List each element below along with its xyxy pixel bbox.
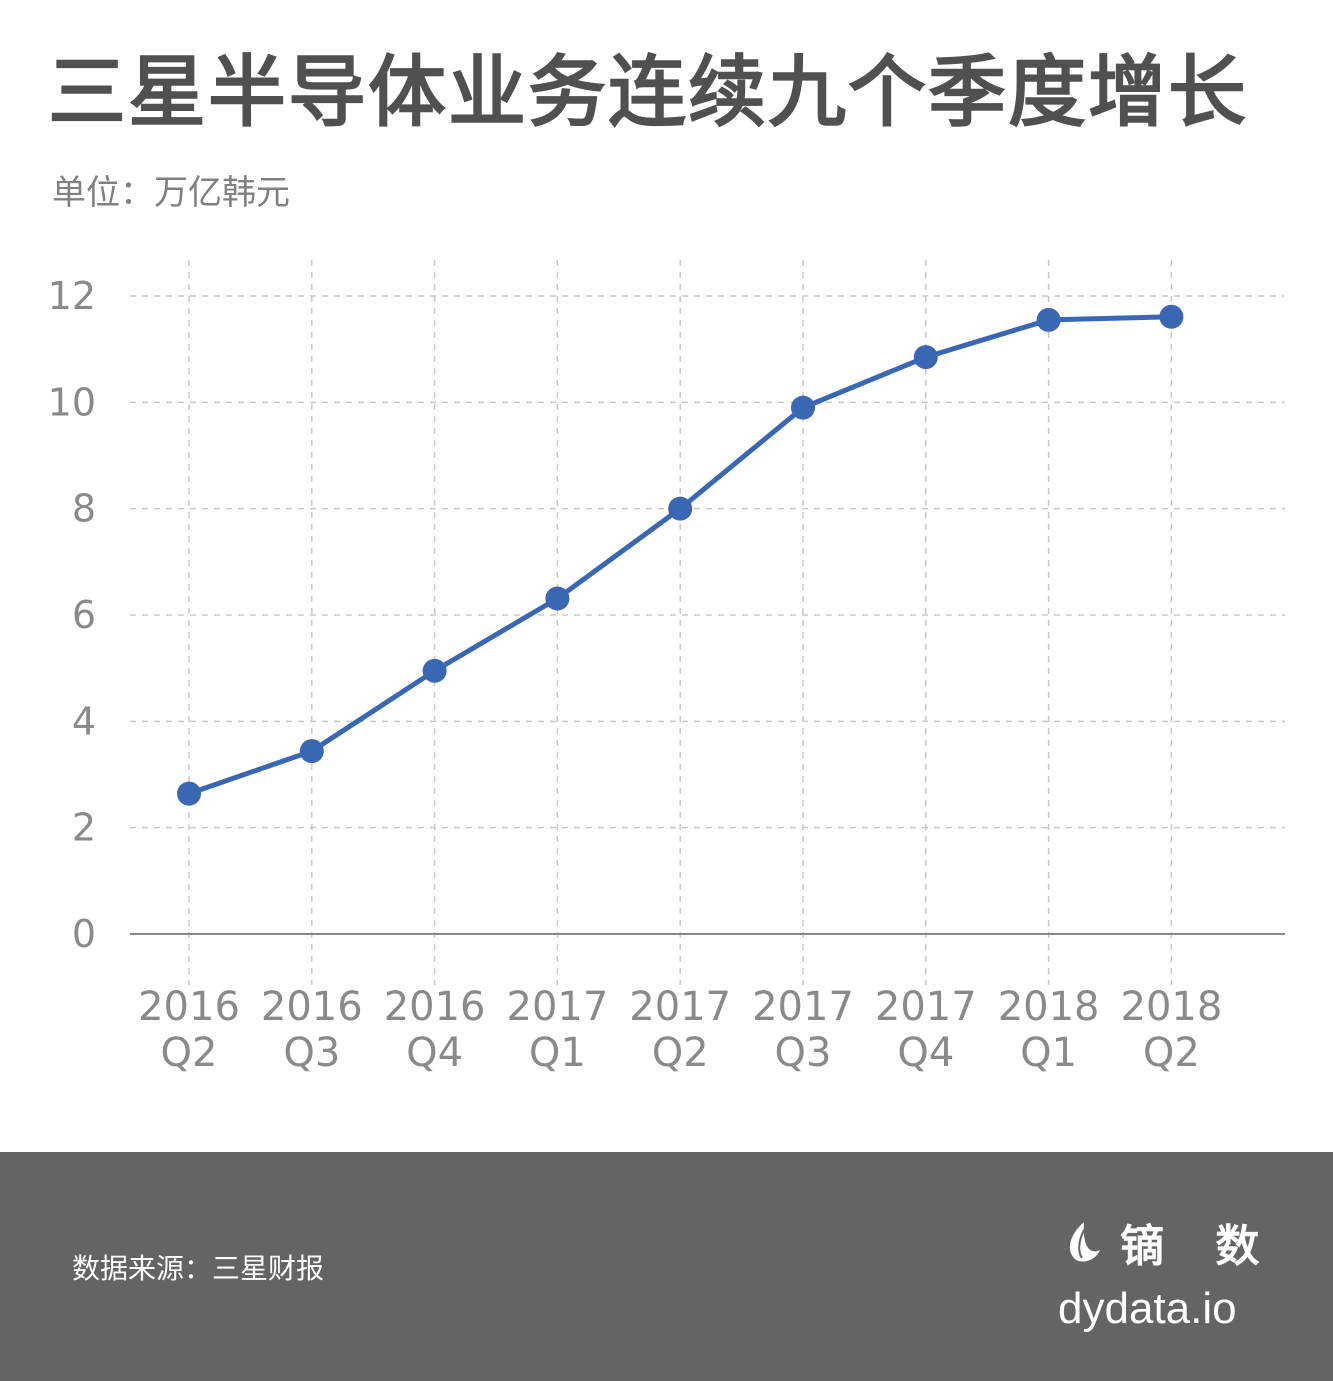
data-points <box>177 304 1184 806</box>
x-axis-ticks: 2016Q22016Q32016Q42017Q12017Q22017Q32017… <box>138 984 1222 1076</box>
x-tick-label-quarter: Q1 <box>529 1030 586 1076</box>
horizontal-gridlines <box>130 295 1285 829</box>
data-point <box>668 496 693 521</box>
x-tick-label-quarter: Q3 <box>775 1030 832 1076</box>
x-tick-label-year: 2017 <box>629 984 731 1030</box>
series-line <box>188 314 1172 797</box>
data-point <box>1159 304 1184 329</box>
vertical-gridlines <box>188 260 1173 985</box>
y-tick-label: 2 <box>72 806 96 850</box>
chart-title: 三星半导体业务连续九个季度增长 <box>48 48 1249 138</box>
brand-name: 镝 数 <box>1120 1221 1278 1272</box>
x-tick-label-year: 2017 <box>752 984 854 1030</box>
x-tick-label-year: 2017 <box>507 984 609 1030</box>
x-tick-label-quarter: Q2 <box>161 1030 218 1076</box>
data-point <box>177 781 201 806</box>
data-point <box>791 395 815 420</box>
x-tick-label-year: 2017 <box>875 984 977 1030</box>
y-tick-label: 10 <box>48 380 96 424</box>
y-tick-label: 6 <box>72 593 96 637</box>
x-tick-label-quarter: Q4 <box>406 1030 463 1076</box>
data-point <box>545 586 570 611</box>
brand-url[interactable]: dydata.io <box>1058 1284 1237 1333</box>
x-tick-label-year: 2016 <box>384 984 486 1030</box>
x-tick-label-quarter: Q4 <box>897 1030 954 1076</box>
data-point <box>299 739 324 764</box>
data-point <box>913 345 938 370</box>
x-tick-label-year: 2016 <box>138 984 240 1030</box>
x-tick-label-year: 2016 <box>261 984 363 1030</box>
x-tick-label-quarter: Q2 <box>1143 1030 1200 1076</box>
x-tick-label-year: 2018 <box>1121 984 1223 1030</box>
x-tick-label-quarter: Q3 <box>283 1030 340 1076</box>
brand[interactable]: 镝 数 dydata.io <box>1040 1210 1280 1334</box>
data-source: 数据来源：三星财报 <box>72 1252 325 1285</box>
leaf-logo-icon <box>1069 1222 1100 1262</box>
y-axis-ticks: 0 2 4 6 8 10 12 <box>48 274 96 956</box>
data-point <box>422 658 447 683</box>
data-point <box>1036 307 1061 332</box>
x-tick-label-quarter: Q1 <box>1020 1030 1077 1076</box>
y-tick-label: 0 <box>72 912 96 956</box>
footer: 数据来源：三星财报 镝 数 dydata.io <box>0 1152 1333 1381</box>
y-tick-label: 4 <box>72 699 96 743</box>
x-tick-label-quarter: Q2 <box>652 1030 709 1076</box>
y-tick-label: 8 <box>72 487 96 531</box>
x-tick-label-year: 2018 <box>998 984 1100 1030</box>
y-tick-label: 12 <box>48 274 96 318</box>
unit-label: 单位：万亿韩元 <box>52 173 290 213</box>
